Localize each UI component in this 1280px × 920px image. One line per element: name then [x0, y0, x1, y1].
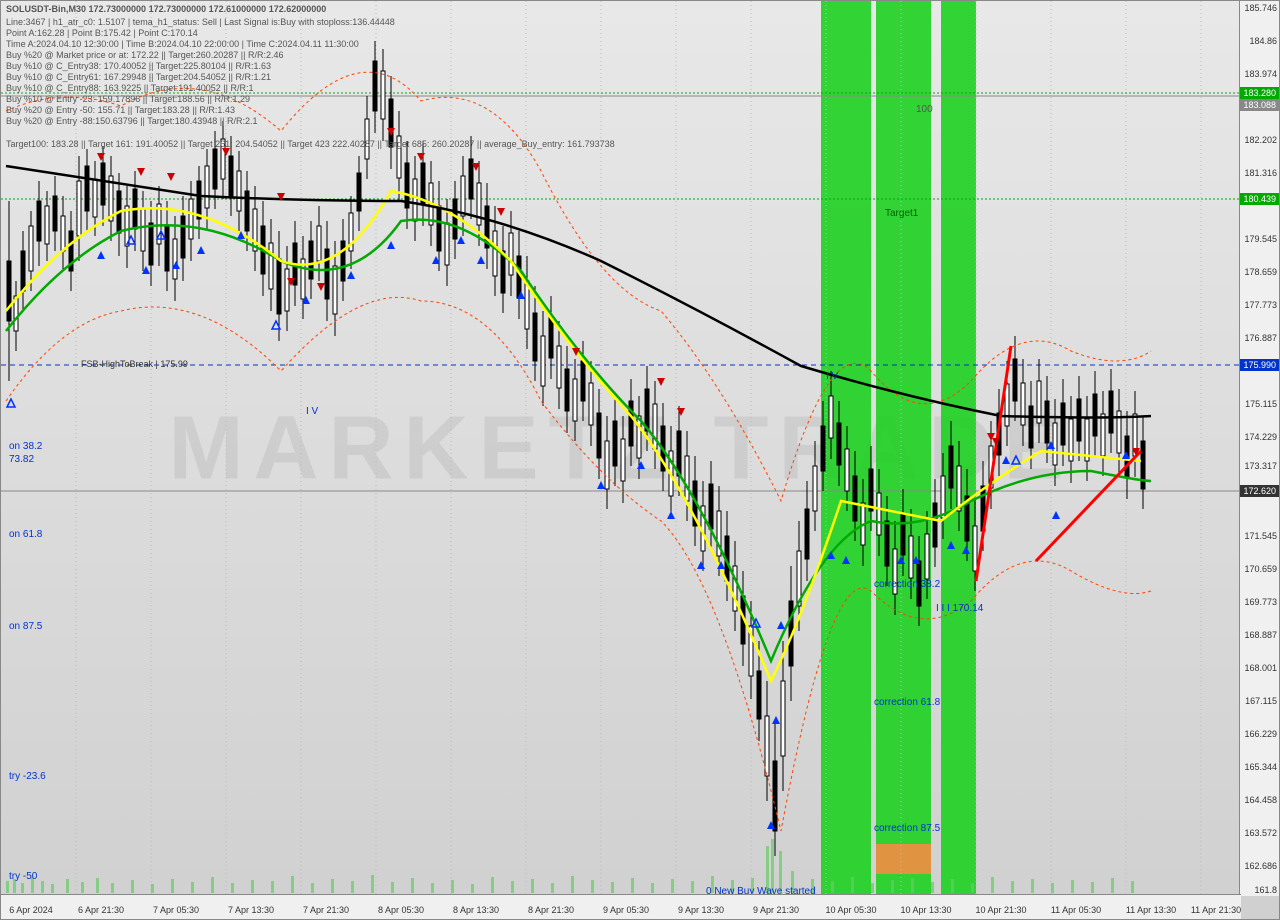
- x-tick: 9 Apr 13:30: [678, 905, 724, 915]
- x-tick: 8 Apr 13:30: [453, 905, 499, 915]
- y-tick: 165.344: [1244, 762, 1277, 772]
- label-on382: on 38.2: [9, 441, 42, 452]
- y-tick: 169.773: [1244, 597, 1277, 607]
- label-on618: on 61.8: [9, 529, 42, 540]
- y-axis: 185.746 184.86 183.974 182.202 181.316 1…: [1239, 1, 1279, 896]
- y-tick: 178.659: [1244, 267, 1277, 277]
- x-tick: 9 Apr 21:30: [753, 905, 799, 915]
- badge-183088: 183.088: [1240, 99, 1279, 111]
- info-line-1: Point A:162.28 | Point B:175.42 | Point …: [6, 28, 198, 38]
- x-tick: 7 Apr 13:30: [228, 905, 274, 915]
- x-tick: 11 Apr 21:30: [1191, 905, 1241, 915]
- y-tick: 161.8: [1254, 885, 1277, 895]
- y-tick: 170.659: [1244, 564, 1277, 574]
- label-try50: try -50: [9, 871, 37, 882]
- y-tick: 184.86: [1249, 36, 1277, 46]
- chart-svg: [1, 1, 1241, 896]
- x-tick: 7 Apr 21:30: [303, 905, 349, 915]
- label-iv-2: I V: [826, 371, 838, 382]
- badge-180439: 180.439: [1240, 193, 1279, 205]
- label-corr38: correction 38.2: [874, 579, 940, 590]
- y-tick: 177.773: [1244, 300, 1277, 310]
- x-tick: 6 Apr 21:30: [78, 905, 124, 915]
- y-tick: 164.458: [1244, 795, 1277, 805]
- x-tick: 8 Apr 05:30: [378, 905, 424, 915]
- chart-title: SOLUSDT-Bin,M30 172.73000000 172.7300000…: [6, 4, 326, 14]
- info-line-3: Buy %20 @ Market price or at: 172.22 || …: [6, 50, 283, 60]
- y-tick: 166.229: [1244, 729, 1277, 739]
- y-tick: 162.686: [1244, 861, 1277, 871]
- y-tick: 182.202: [1244, 135, 1277, 145]
- info-line-9: Buy %20 @ Entry -88:150.63796 || Target:…: [6, 116, 257, 126]
- info-line-0: Line:3467 | h1_atr_c0: 1.5107 | tema_h1_…: [6, 17, 395, 27]
- info-line-6: Buy %10 @ C_Entry88: 163.9225 || Target:…: [6, 83, 253, 93]
- badge-172620: 172.620: [1240, 485, 1279, 497]
- x-tick: 11 Apr 05:30: [1051, 905, 1101, 915]
- y-tick: 171.545: [1244, 531, 1277, 541]
- x-tick: 9 Apr 05:30: [603, 905, 649, 915]
- y-tick: 181.316: [1244, 168, 1277, 178]
- y-tick: 175.115: [1245, 399, 1277, 409]
- info-line-7: Buy %10 @ Entry -23: 159.17896 || Target…: [6, 94, 250, 104]
- y-tick: 173.317: [1244, 461, 1277, 471]
- x-tick: 6 Apr 2024: [9, 905, 53, 915]
- info-line-8: Buy %20 @ Entry -50: 155.71 || Target:18…: [6, 105, 235, 115]
- y-tick: 174.229: [1244, 432, 1277, 442]
- x-tick: 10 Apr 21:30: [975, 905, 1026, 915]
- info-line-5: Buy %10 @ C_Entry61: 167.29948 || Target…: [6, 72, 271, 82]
- y-tick: 185.746: [1244, 3, 1277, 13]
- x-tick: 10 Apr 05:30: [825, 905, 876, 915]
- info-line-2: Time A:2024.04.10 12:30:00 | Time B:2024…: [6, 39, 359, 49]
- label-corr61: correction 61.8: [874, 697, 940, 708]
- y-tick: 167.115: [1245, 696, 1277, 706]
- x-tick: 10 Apr 13:30: [900, 905, 951, 915]
- info-line-4: Buy %10 @ C_Entry38: 170.40052 || Target…: [6, 61, 271, 71]
- label-target1: Target1: [885, 208, 918, 219]
- label-on875: on 87.5: [9, 621, 42, 632]
- y-tick: 183.974: [1244, 69, 1277, 79]
- y-tick: 168.001: [1244, 663, 1277, 673]
- label-iv-1: I V: [306, 406, 318, 417]
- y-tick: 163.572: [1244, 828, 1277, 838]
- fsb-label: FSB-HighToBreak | 175.99: [81, 359, 188, 369]
- x-tick: 7 Apr 05:30: [153, 905, 199, 915]
- label-try236: try -23.6: [9, 771, 46, 782]
- label-iii: I I I 170.14: [936, 603, 983, 614]
- x-tick: 11 Apr 13:30: [1126, 905, 1176, 915]
- label-corr87: correction 87.5: [874, 823, 940, 834]
- x-tick: 8 Apr 21:30: [528, 905, 574, 915]
- info-line-10: Target100: 183.28 || Target 161: 191.400…: [6, 139, 615, 149]
- y-tick: 176.887: [1244, 333, 1277, 343]
- label-7382: 73.82: [9, 454, 34, 465]
- x-axis: 6 Apr 2024 6 Apr 21:30 7 Apr 05:30 7 Apr…: [1, 894, 1241, 919]
- badge-183280: 183.280: [1240, 87, 1279, 99]
- y-tick: 179.545: [1244, 234, 1277, 244]
- label-100: 100: [916, 104, 933, 115]
- y-tick: 168.887: [1244, 630, 1277, 640]
- chart-area[interactable]: MARKETZ TRADE: [1, 1, 1241, 896]
- badge-175990: 175.990: [1240, 359, 1279, 371]
